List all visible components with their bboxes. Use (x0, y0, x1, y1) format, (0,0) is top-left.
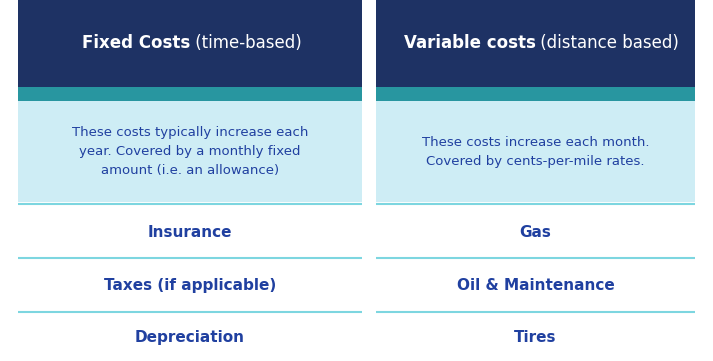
FancyBboxPatch shape (18, 0, 362, 87)
FancyBboxPatch shape (376, 0, 695, 87)
Text: Taxes (if applicable): Taxes (if applicable) (104, 278, 276, 293)
Text: Gas: Gas (520, 225, 551, 240)
Text: These costs increase each month.
Covered by cents-per-mile rates.: These costs increase each month. Covered… (421, 136, 650, 168)
FancyBboxPatch shape (376, 87, 695, 101)
Text: These costs typically increase each
year. Covered by a monthly fixed
amount (i.e: These costs typically increase each year… (72, 126, 308, 177)
Text: Fixed Costs: Fixed Costs (82, 34, 190, 52)
Text: Tires: Tires (514, 330, 557, 345)
Text: Oil & Maintenance: Oil & Maintenance (456, 278, 615, 293)
FancyBboxPatch shape (18, 101, 362, 202)
Text: Variable costs: Variable costs (404, 34, 535, 52)
Text: Depreciation: Depreciation (135, 330, 245, 345)
Text: (distance based): (distance based) (535, 34, 679, 52)
Text: Insurance: Insurance (148, 225, 232, 240)
FancyBboxPatch shape (18, 87, 362, 101)
FancyBboxPatch shape (376, 101, 695, 202)
Text: (time-based): (time-based) (190, 34, 302, 52)
